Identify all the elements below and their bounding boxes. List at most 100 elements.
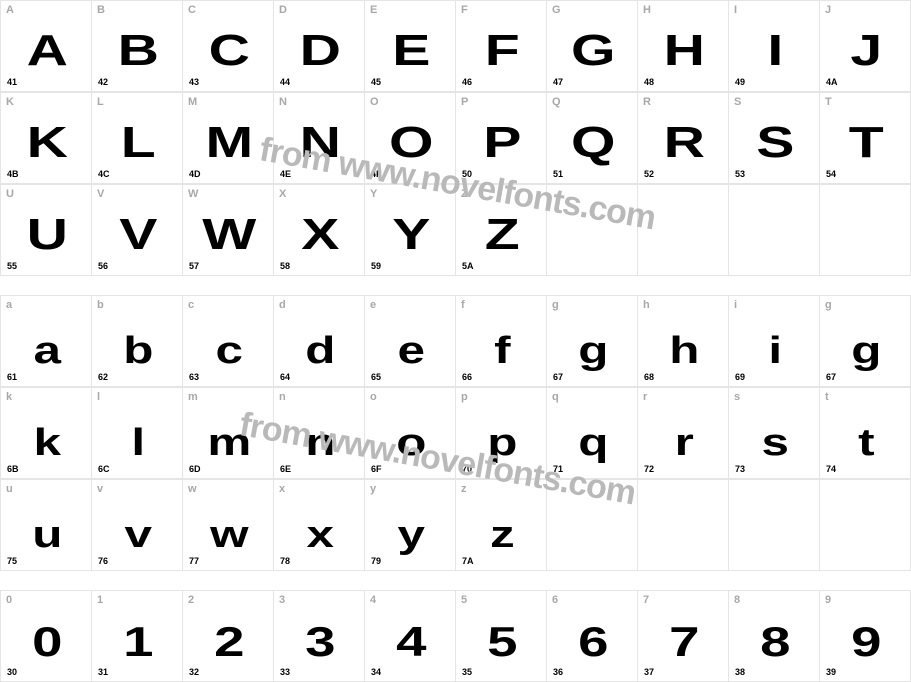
cell-code: 50 bbox=[462, 169, 472, 179]
cell-code: 4D bbox=[189, 169, 201, 179]
cell-code: 77 bbox=[189, 556, 199, 566]
cell-label: A bbox=[6, 4, 14, 16]
cell-code: 4E bbox=[280, 169, 291, 179]
cell-glyph: T bbox=[807, 121, 911, 165]
row-spacer bbox=[0, 276, 911, 295]
cell-code: 6B bbox=[7, 464, 19, 474]
cell-code: 39 bbox=[826, 667, 836, 677]
glyph-cell: JJ4A bbox=[820, 1, 911, 92]
cell-code: 4B bbox=[7, 169, 19, 179]
cell-label: G bbox=[552, 4, 561, 16]
cell-label: 6 bbox=[552, 594, 558, 606]
cell-label: q bbox=[552, 391, 559, 403]
cell-label: p bbox=[461, 391, 468, 403]
cell-glyph: t bbox=[807, 424, 911, 462]
cell-label: L bbox=[97, 96, 104, 108]
cell-label: 1 bbox=[97, 594, 103, 606]
cell-label: Q bbox=[552, 96, 561, 108]
cell-code: 73 bbox=[735, 464, 745, 474]
cell-label: e bbox=[370, 299, 376, 311]
cell-label: 7 bbox=[643, 594, 649, 606]
cell-label: i bbox=[734, 299, 737, 311]
cell-label: r bbox=[643, 391, 647, 403]
cell-label: a bbox=[6, 299, 12, 311]
cell-label: d bbox=[279, 299, 286, 311]
cell-code: 4C bbox=[98, 169, 110, 179]
cell-label: 2 bbox=[188, 594, 194, 606]
glyph-row: kk6Bll6Cmm6Dnn6Eoo6Fpp70qq71rr72ss73tt74 bbox=[0, 387, 911, 479]
cell-code: 74 bbox=[826, 464, 836, 474]
empty-cell bbox=[820, 480, 911, 571]
cell-label: B bbox=[97, 4, 105, 16]
cell-label: z bbox=[461, 483, 467, 495]
cell-label: n bbox=[279, 391, 286, 403]
cell-code: 66 bbox=[462, 372, 472, 382]
cell-code: 71 bbox=[553, 464, 563, 474]
glyph-cell: zz7A bbox=[456, 480, 547, 571]
cell-label: m bbox=[188, 391, 198, 403]
cell-code: 53 bbox=[735, 169, 745, 179]
empty-cell bbox=[547, 480, 638, 571]
cell-code: 79 bbox=[371, 556, 381, 566]
cell-label: I bbox=[734, 4, 737, 16]
cell-label: V bbox=[97, 188, 104, 200]
cell-code: 54 bbox=[826, 169, 836, 179]
glyph-row: uu75vv76ww77xx78yy79zz7A bbox=[0, 479, 911, 571]
cell-code: 72 bbox=[644, 464, 654, 474]
cell-code: 47 bbox=[553, 77, 563, 87]
cell-label: R bbox=[643, 96, 651, 108]
cell-label: T bbox=[825, 96, 832, 108]
cell-code: 68 bbox=[644, 372, 654, 382]
cell-label: S bbox=[734, 96, 741, 108]
cell-label: M bbox=[188, 96, 197, 108]
cell-label: 3 bbox=[279, 594, 285, 606]
cell-code: 44 bbox=[280, 77, 290, 87]
cell-label: Z bbox=[461, 188, 468, 200]
cell-label: E bbox=[370, 4, 377, 16]
cell-code: 48 bbox=[644, 77, 654, 87]
cell-code: 62 bbox=[98, 372, 108, 382]
cell-label: P bbox=[461, 96, 468, 108]
cell-label: s bbox=[734, 391, 740, 403]
cell-label: t bbox=[825, 391, 829, 403]
cell-code: 76 bbox=[98, 556, 108, 566]
cell-glyph: z bbox=[443, 516, 560, 554]
cell-label: h bbox=[643, 299, 650, 311]
cell-code: 42 bbox=[98, 77, 108, 87]
cell-code: 6E bbox=[280, 464, 291, 474]
cell-code: 78 bbox=[280, 556, 290, 566]
glyph-row: KK4BLL4CMM4DNN4EOO4FPP50QQ51RR52SS53TT54 bbox=[0, 92, 911, 184]
cell-code: 41 bbox=[7, 77, 17, 87]
cell-code: 75 bbox=[7, 556, 17, 566]
cell-code: 59 bbox=[371, 261, 381, 271]
cell-code: 7A bbox=[462, 556, 474, 566]
cell-code: 43 bbox=[189, 77, 199, 87]
cell-label: 5 bbox=[461, 594, 467, 606]
glyph-cell: tt74 bbox=[820, 388, 911, 479]
cell-code: 65 bbox=[371, 372, 381, 382]
cell-code: 4A bbox=[826, 77, 838, 87]
cell-code: 56 bbox=[98, 261, 108, 271]
cell-code: 33 bbox=[280, 667, 290, 677]
row-spacer bbox=[0, 571, 911, 590]
cell-label: O bbox=[370, 96, 379, 108]
cell-label: 4 bbox=[370, 594, 376, 606]
cell-code: 30 bbox=[7, 667, 17, 677]
cell-code: 46 bbox=[462, 77, 472, 87]
cell-code: 36 bbox=[553, 667, 563, 677]
cell-label: b bbox=[97, 299, 104, 311]
cell-glyph: g bbox=[807, 332, 911, 370]
cell-label: x bbox=[279, 483, 285, 495]
font-character-map: AA41BB42CC43DD44EE45FF46GG47HH48II49JJ4A… bbox=[0, 0, 911, 682]
cell-code: 35 bbox=[462, 667, 472, 677]
cell-code: 70 bbox=[462, 464, 472, 474]
cell-label: 0 bbox=[6, 594, 12, 606]
glyph-row: UU55VV56WW57XX58YY59ZZ5A bbox=[0, 184, 911, 276]
cell-glyph: J bbox=[807, 29, 911, 73]
cell-label: w bbox=[188, 483, 197, 495]
empty-cell bbox=[729, 185, 820, 276]
cell-label: C bbox=[188, 4, 196, 16]
cell-label: 8 bbox=[734, 594, 740, 606]
cell-label: U bbox=[6, 188, 14, 200]
cell-code: 69 bbox=[735, 372, 745, 382]
